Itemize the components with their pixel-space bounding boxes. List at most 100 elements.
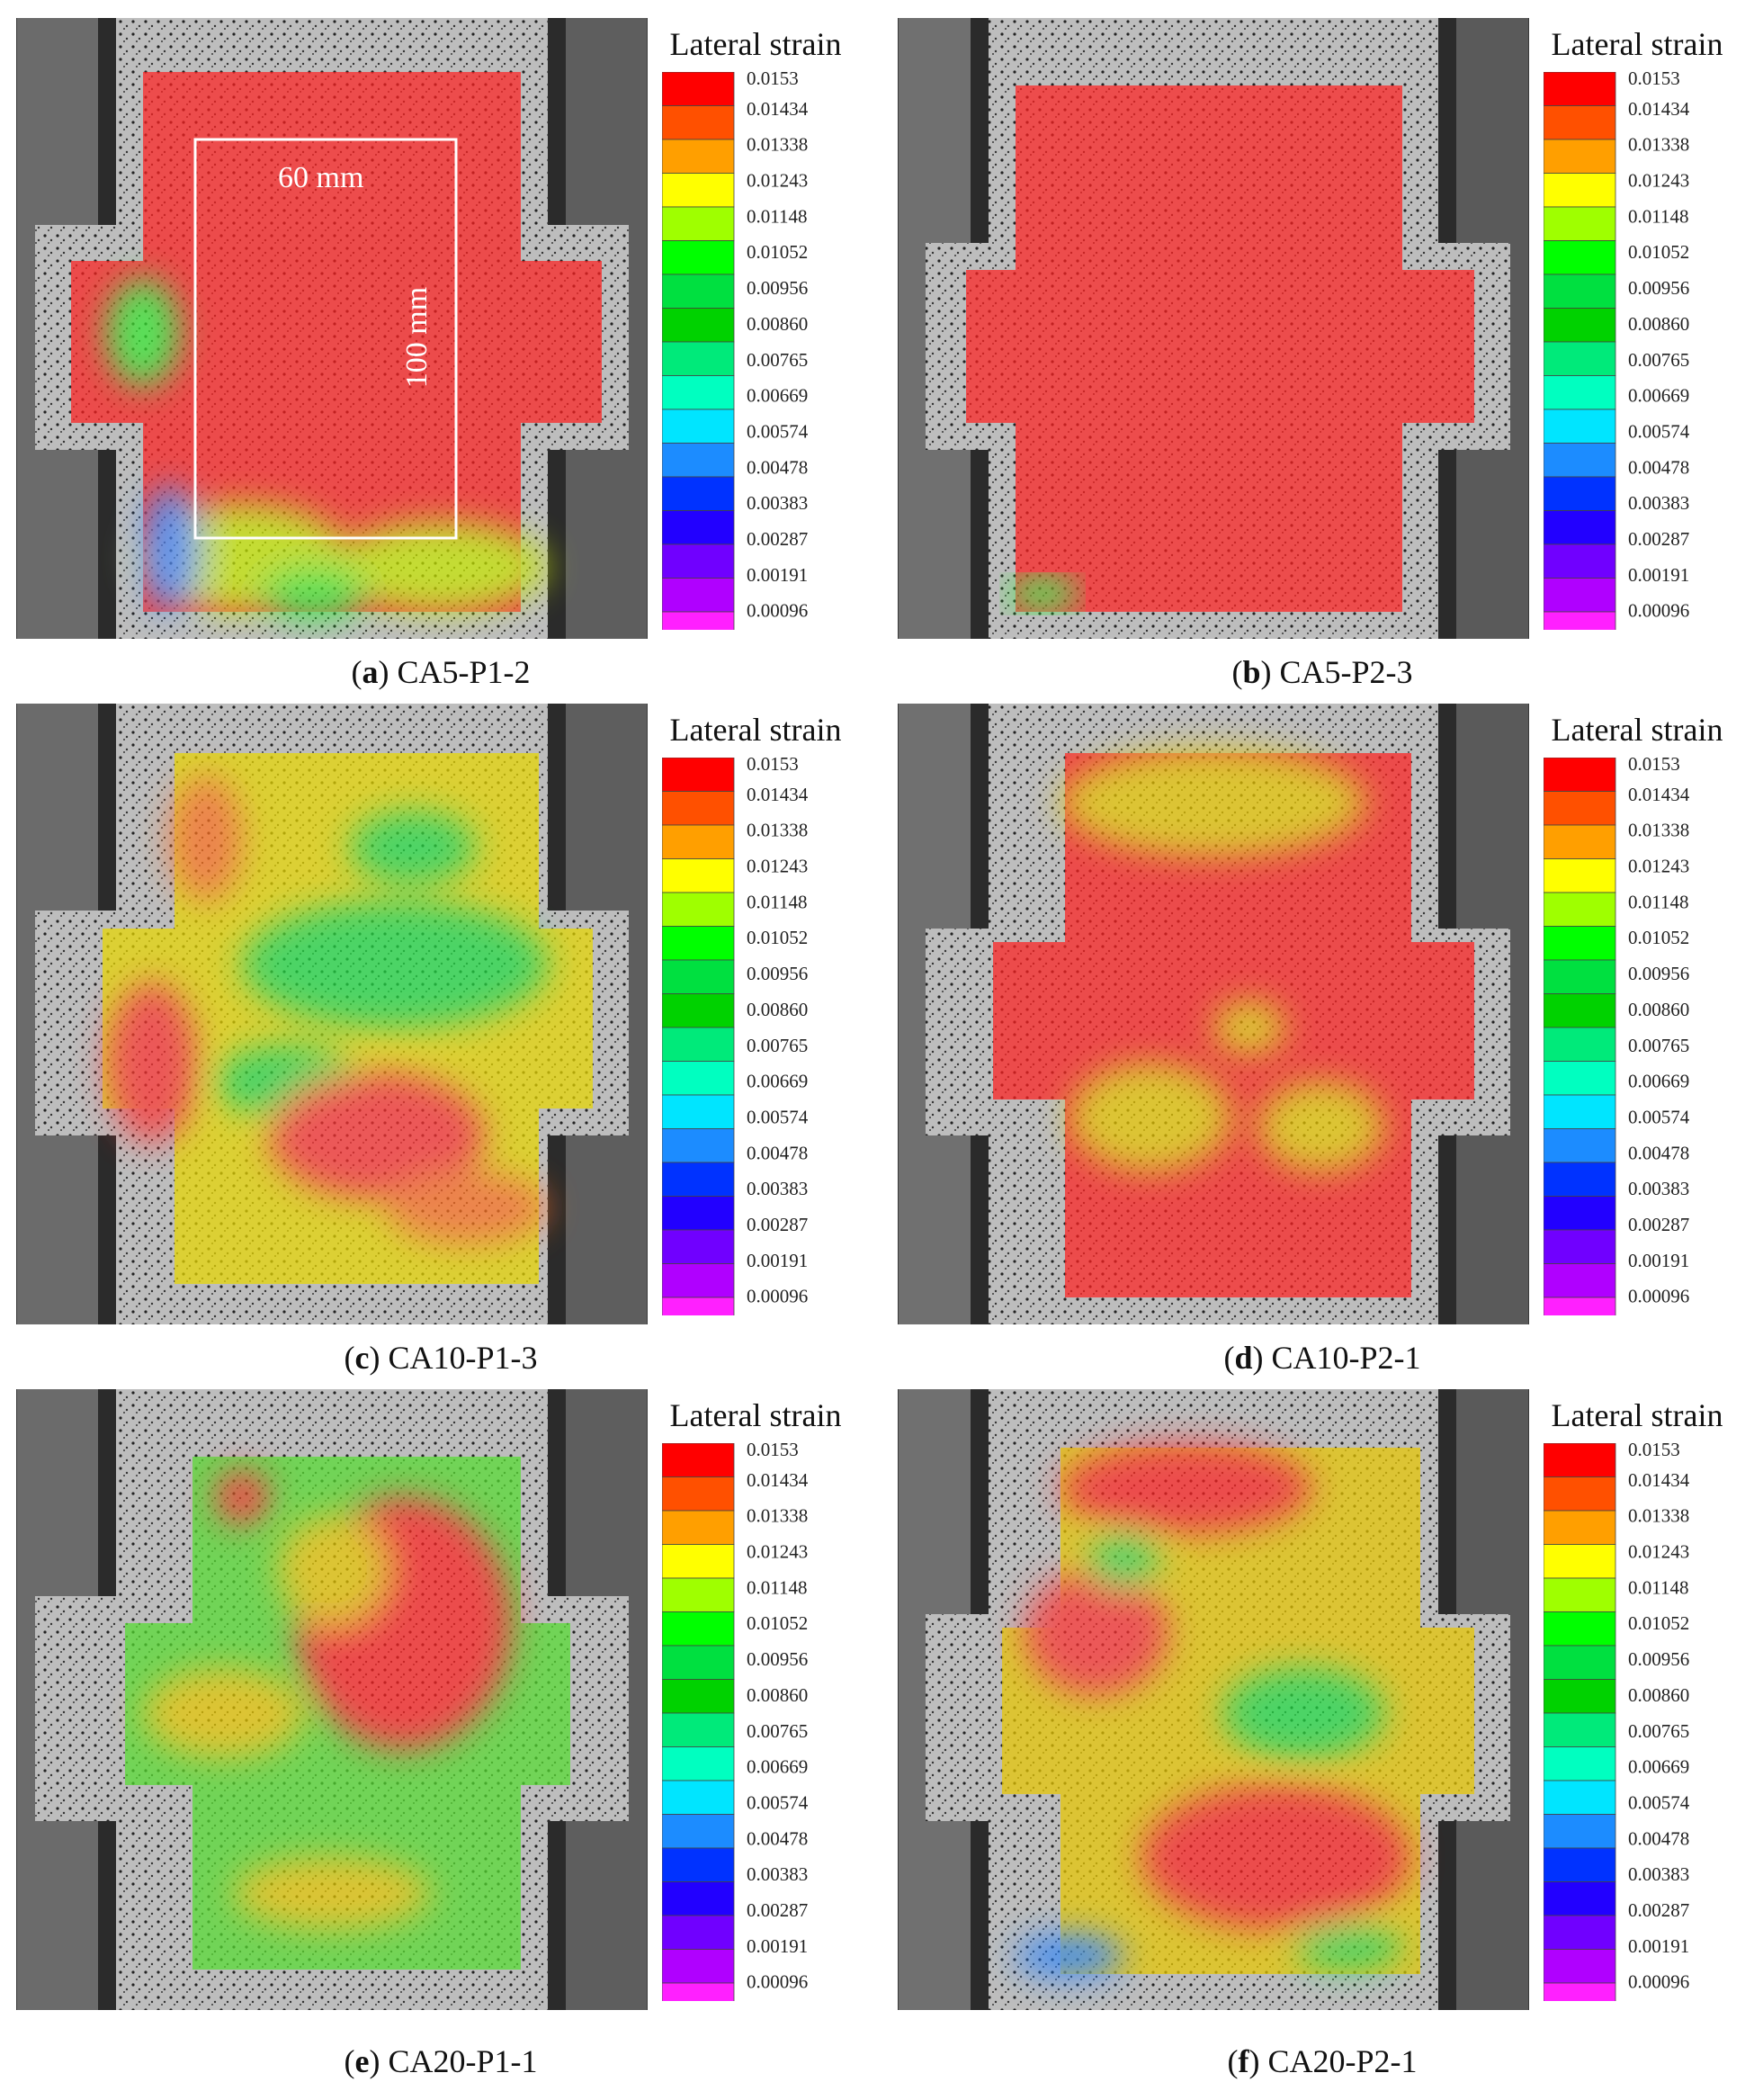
legend-colorbar: 0.0153 0.01434 0.01338 0.01243 0.01148 0.0105…	[662, 72, 878, 630]
width-annotation: 60 mm	[278, 161, 363, 194]
colorbar-swatch	[662, 375, 735, 410]
colorbar-swatch	[662, 993, 735, 1028]
height-annotation: 100 mm	[400, 287, 434, 388]
colorbar-swatch	[662, 1847, 735, 1882]
legend-colorbar: 0.0153 0.01434 0.01338 0.01243 0.01148 0.0105…	[1544, 1443, 1759, 2001]
colorbar-svg: 0.0153 0.01434 0.01338 0.01243 0.01148 0.0105…	[1544, 758, 1690, 1315]
panel-label: CA10-P1-3	[388, 1340, 538, 1376]
colorbar-swatch	[662, 274, 735, 309]
colorbar-tick-label: 0.01052	[747, 241, 808, 263]
panel-caption: (b) CA5-P2-3	[1231, 654, 1413, 690]
strain-map-c	[16, 704, 648, 1324]
colorbar-tick-label: 0.00191	[747, 564, 808, 586]
colorbar-tick-label: 0.0153	[1628, 72, 1680, 89]
panel-e: Lateral strain 0.0153 0.01434 0.01338 0.012…	[0, 1371, 882, 2079]
colorbar-tick-label: 0.00669	[747, 385, 808, 407]
colorbar-tick-label: 0.00860	[747, 999, 808, 1020]
colorbar-tick-label: 0.0153	[747, 758, 799, 775]
strain-map-b	[898, 18, 1529, 639]
colorbar-swatch	[1544, 1297, 1616, 1315]
colorbar-tick-label: 0.00478	[747, 1827, 808, 1849]
strain-map-a-svg: 60 mm 100 mm	[17, 18, 647, 639]
colorbar-swatch	[1544, 1162, 1616, 1197]
colorbar-tick-label: 0.01148	[1628, 891, 1688, 912]
colorbar-tick-label: 0.00574	[747, 1791, 809, 1813]
colorbar-swatch	[1544, 510, 1616, 545]
panel-letter: d	[1234, 1340, 1253, 1376]
colorbar-swatch	[1544, 1094, 1616, 1129]
colorbar-swatch	[1544, 1915, 1616, 1950]
colorbar-tick-label: 0.00191	[1628, 1250, 1689, 1271]
colorbar-swatch	[662, 858, 735, 893]
colorbar-tick-label: 0.00956	[1628, 277, 1689, 299]
colorbar-swatch	[1544, 375, 1616, 410]
colorbar-swatch	[662, 1982, 735, 2001]
colorbar-tick-label: 0.01052	[1628, 927, 1689, 948]
colorbar-swatch	[662, 1263, 735, 1298]
colorbar-swatch	[662, 1679, 735, 1714]
colorbar-tick-label: 0.00574	[1628, 420, 1690, 442]
panel-caption: (f) CA20-P2-1	[1227, 2043, 1418, 2079]
colorbar-tick-label: 0.00287	[1628, 528, 1689, 550]
colorbar-swatch	[1544, 1814, 1616, 1849]
colorbar-tick-label: 0.00765	[747, 1720, 808, 1742]
colorbar-tick-label: 0.0153	[1628, 1443, 1680, 1460]
colorbar-swatch	[662, 476, 735, 511]
colorbar-swatch	[662, 341, 735, 376]
panel-d: Lateral strain 0.0153 0.01434 0.01338 0.012…	[882, 686, 1763, 1386]
colorbar-swatch	[1544, 308, 1616, 343]
colorbar-tick-label: 0.00383	[1628, 1863, 1689, 1885]
legend-colorbar: 0.0153 0.01434 0.01338 0.01243 0.01148 0.0105…	[1544, 758, 1759, 1315]
colorbar-swatch	[1544, 1229, 1616, 1264]
colorbar-tick-label: 0.00765	[1628, 1720, 1689, 1742]
strain-map-e-svg	[17, 1389, 647, 2010]
colorbar-swatch	[662, 443, 735, 478]
colorbar-swatch	[1544, 791, 1616, 826]
legend-title: Lateral strain	[669, 26, 842, 62]
colorbar-swatch	[1544, 408, 1616, 444]
colorbar-swatch	[1544, 443, 1616, 478]
colorbar-tick-label: 0.01243	[1628, 170, 1689, 192]
colorbar-swatch	[1544, 72, 1616, 106]
colorbar-swatch	[662, 926, 735, 961]
colorbar-swatch	[1544, 274, 1616, 309]
colorbar-tick-label: 0.01052	[1628, 241, 1689, 263]
colorbar-swatch	[662, 1746, 735, 1781]
colorbar-swatch	[662, 578, 735, 613]
colorbar-svg: 0.0153 0.01434 0.01338 0.01243 0.01148 0.0105…	[1544, 1443, 1690, 2001]
colorbar-tick-label: 0.00096	[747, 1286, 808, 1307]
colorbar-swatch	[662, 206, 735, 241]
panel-b: Lateral strain 0.0153 0.01434 0.01338 0.012…	[882, 0, 1763, 700]
colorbar-swatch	[1544, 758, 1616, 792]
colorbar-swatch	[1544, 1645, 1616, 1680]
panel-label: CA5-P1-2	[397, 654, 531, 690]
colorbar-swatch	[1544, 1881, 1616, 1916]
colorbar-tick-label: 0.00956	[747, 963, 808, 984]
panel-a: 60 mm 100 mm Lateral strain 0.0153 0.0143…	[0, 0, 882, 700]
colorbar-tick-label: 0.00287	[747, 528, 808, 550]
colorbar-swatch	[1544, 611, 1616, 630]
colorbar-tick-label: 0.00383	[1628, 492, 1689, 514]
colorbar-tick-label: 0.00956	[1628, 963, 1689, 984]
colorbar-tick-label: 0.01434	[747, 1469, 809, 1491]
colorbar-tick-label: 0.00191	[1628, 1935, 1689, 1957]
colorbar-tick-label: 0.01434	[1628, 1469, 1690, 1491]
colorbar-svg: 0.0153 0.01434 0.01338 0.01243 0.01148 0.0105…	[662, 1443, 809, 2001]
colorbar-svg: 0.0153 0.01434 0.01338 0.01243 0.01148 0.0105…	[662, 72, 809, 630]
colorbar-swatch	[662, 543, 735, 579]
colorbar-tick-label: 0.00669	[1628, 1071, 1689, 1092]
colorbar-swatch	[1544, 959, 1616, 994]
colorbar-tick-label: 0.00956	[1628, 1648, 1689, 1670]
colorbar-tick-label: 0.00574	[747, 1106, 809, 1127]
colorbar-tick-label: 0.00860	[1628, 999, 1689, 1020]
colorbar-swatch	[1544, 1263, 1616, 1298]
colorbar-tick-label: 0.00669	[747, 1756, 808, 1778]
panel-c: Lateral strain 0.0153 0.01434 0.01338 0.012…	[0, 686, 882, 1386]
colorbar-swatch	[662, 1780, 735, 1815]
colorbar-swatch	[662, 1881, 735, 1916]
colorbar-tick-label: 0.01338	[747, 1505, 808, 1527]
colorbar-tick-label: 0.00860	[1628, 313, 1689, 335]
colorbar-tick-label: 0.00287	[1628, 1899, 1689, 1921]
colorbar-swatch	[662, 1611, 735, 1647]
colorbar-tick-label: 0.00478	[747, 1142, 808, 1163]
